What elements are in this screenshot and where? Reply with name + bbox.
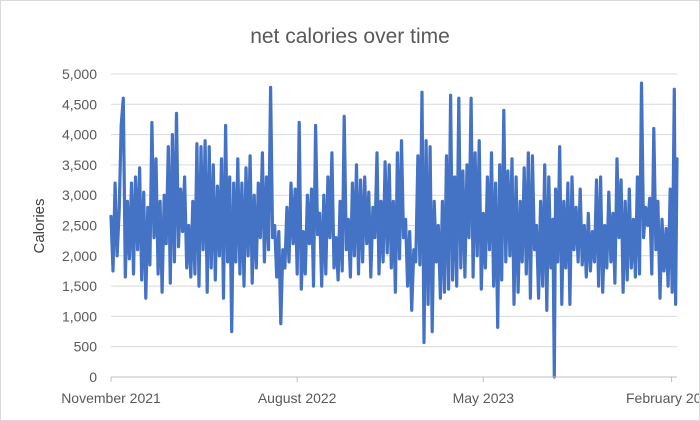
x-tick-label: August 2022 bbox=[258, 390, 337, 406]
x-axis: November 2021 August 2022 May 2023 February… bbox=[61, 376, 699, 406]
y-axis-title: Calories bbox=[31, 198, 48, 253]
y-tick-label: 1,000 bbox=[62, 308, 97, 324]
series-layer bbox=[109, 81, 679, 379]
y-tick-label: 2,000 bbox=[62, 248, 97, 264]
series-line bbox=[109, 81, 679, 379]
y-tick-label: 2,500 bbox=[62, 218, 97, 234]
y-tick-label: 1,500 bbox=[62, 278, 97, 294]
x-tick-label: February 2024 bbox=[626, 390, 699, 406]
y-axis-ticks: 0 500 1,000 1,500 2,000 2,500 3,000 3,500 4,000 4… bbox=[62, 66, 97, 385]
chart-title: net calories over time bbox=[250, 25, 450, 48]
y-tick-label: 3,000 bbox=[62, 187, 97, 203]
y-tick-label: 4,500 bbox=[62, 96, 97, 112]
x-tick-label: November 2021 bbox=[61, 390, 161, 406]
y-tick-label: 4,000 bbox=[62, 127, 97, 143]
y-tick-label: 5,000 bbox=[62, 66, 97, 82]
x-tick-label: May 2023 bbox=[453, 390, 515, 406]
y-tick-label: 3,500 bbox=[62, 157, 97, 173]
y-tick-label: 500 bbox=[74, 339, 98, 355]
y-tick-label: 0 bbox=[89, 369, 97, 385]
